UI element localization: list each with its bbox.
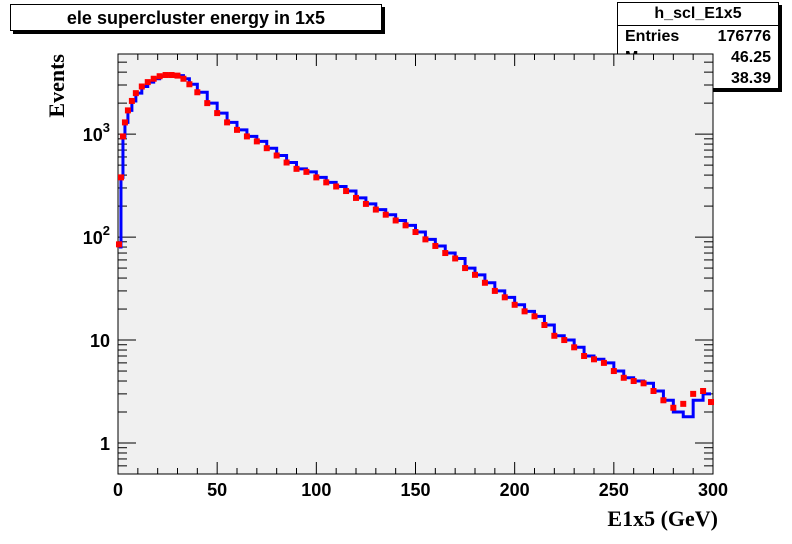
data-marker <box>303 168 310 175</box>
stats-box: h_scl_E1x5 Entries 176776 Mean 46.25 RMS… <box>617 2 779 89</box>
data-marker <box>491 287 498 294</box>
y-tick-label: 102 <box>83 223 110 248</box>
stats-row-entries: Entries 176776 <box>618 26 778 47</box>
y-tick-label: 10 <box>90 331 110 351</box>
data-marker <box>372 206 379 213</box>
data-marker <box>708 399 715 406</box>
data-marker <box>561 337 568 344</box>
data-marker <box>162 72 169 79</box>
data-marker <box>353 194 359 201</box>
data-marker <box>541 321 548 328</box>
data-marker <box>551 332 558 339</box>
data-marker <box>392 217 399 224</box>
data-marker <box>700 387 707 394</box>
data-marker <box>620 374 627 381</box>
data-marker <box>610 368 617 375</box>
data-marker <box>531 313 538 320</box>
y-tick-label: 1 <box>100 434 110 454</box>
data-marker <box>204 100 211 107</box>
data-marker <box>650 387 657 394</box>
data-marker <box>180 75 187 82</box>
x-tick-label: 0 <box>113 480 123 500</box>
data-marker <box>382 211 389 218</box>
data-marker <box>412 229 419 236</box>
data-marker <box>144 79 151 86</box>
data-marker <box>571 344 578 351</box>
data-marker <box>511 301 518 308</box>
data-marker <box>670 404 677 411</box>
x-tick-label: 250 <box>599 480 629 500</box>
x-tick-label: 200 <box>500 480 530 500</box>
plot-frame <box>117 53 714 475</box>
x-axis-title: E1x5 (GeV) <box>607 506 718 531</box>
data-marker <box>124 107 131 114</box>
data-marker <box>422 236 429 243</box>
data-marker <box>472 271 478 278</box>
data-marker <box>168 72 175 79</box>
data-marker <box>156 73 163 80</box>
data-marker <box>234 126 240 133</box>
data-marker <box>600 359 607 366</box>
y-tick-label: 103 <box>83 120 110 145</box>
data-marker <box>253 138 260 145</box>
data-marker <box>362 200 369 207</box>
data-marker <box>481 279 488 286</box>
data-marker <box>150 75 157 82</box>
data-marker <box>263 145 270 152</box>
data-marker <box>333 183 340 190</box>
data-marker <box>323 179 330 186</box>
data-marker <box>521 308 528 315</box>
x-tick-label: 100 <box>301 480 331 500</box>
data-marker <box>442 250 449 257</box>
data-marker <box>138 83 145 90</box>
chart-title: ele supercluster energy in 1x5 <box>66 8 326 28</box>
data-marker <box>121 119 128 126</box>
data-marker <box>680 400 687 407</box>
data-marker <box>132 90 139 97</box>
data-marker <box>243 133 250 140</box>
data-marker <box>591 356 597 363</box>
data-marker <box>293 165 300 172</box>
stats-key: Entries <box>625 28 680 45</box>
data-marker <box>402 222 409 229</box>
data-marker <box>214 110 221 117</box>
data-marker <box>273 152 280 159</box>
data-marker <box>690 390 697 397</box>
data-marker <box>313 174 320 181</box>
data-marker <box>343 188 350 195</box>
data-marker <box>115 241 122 248</box>
data-marker <box>432 242 439 249</box>
tick-labels: 0 50 100 150 200 250 300 1 10 102 103 <box>83 120 728 500</box>
stats-value: 38.39 <box>730 70 771 87</box>
data-marker <box>630 378 637 385</box>
data-marker <box>128 97 135 104</box>
x-tick-label: 300 <box>698 480 728 500</box>
data-marker <box>501 294 508 301</box>
y-axis-title: Events <box>44 54 69 118</box>
marker-series <box>115 72 715 411</box>
x-tick-label: 150 <box>400 480 430 500</box>
data-marker <box>119 133 126 140</box>
data-marker <box>452 255 459 262</box>
chart-title-box: ele supercluster energy in 1x5 <box>10 4 382 31</box>
data-marker <box>581 352 588 359</box>
stats-value: 46.25 <box>730 49 771 66</box>
stats-value: 176776 <box>717 28 771 45</box>
data-marker <box>224 119 231 126</box>
data-marker <box>174 72 181 79</box>
stats-name: h_scl_E1x5 <box>618 3 778 26</box>
data-marker <box>462 265 469 272</box>
data-marker <box>186 81 193 88</box>
data-marker <box>117 174 124 181</box>
data-marker <box>194 89 201 96</box>
data-marker <box>640 380 647 387</box>
x-tick-label: 50 <box>207 480 227 500</box>
data-marker <box>283 159 290 166</box>
data-marker <box>660 397 667 404</box>
